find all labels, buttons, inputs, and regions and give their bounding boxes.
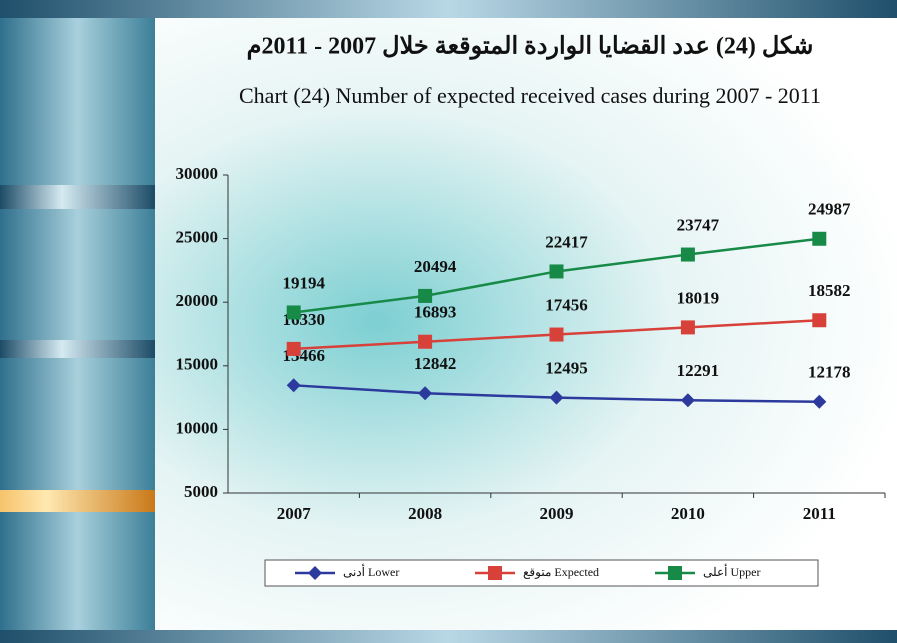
x-tick-label: 2007	[277, 504, 312, 523]
side-stripe	[0, 490, 155, 512]
point	[418, 289, 432, 303]
legend-label: متوقع Expected	[523, 565, 599, 579]
data-label: 18582	[808, 281, 851, 300]
data-label: 23747	[677, 215, 720, 234]
y-tick-label: 30000	[176, 164, 219, 183]
data-label: 12842	[414, 354, 457, 373]
data-label: 12178	[808, 363, 851, 382]
point	[681, 320, 695, 334]
chart-subtitle: Chart (24) Number of expected received c…	[239, 83, 821, 108]
chart-title: شكل (24) عدد القضايا الواردة المتوقعة خل…	[247, 34, 814, 61]
data-label: 22417	[545, 232, 588, 251]
x-tick-label: 2011	[803, 504, 836, 523]
point	[287, 342, 301, 356]
y-tick-label: 25000	[176, 228, 219, 247]
side-stripe	[0, 185, 155, 209]
y-tick-label: 10000	[176, 418, 219, 437]
side-panel	[0, 0, 155, 643]
point	[418, 335, 432, 349]
data-label: 12291	[677, 361, 720, 380]
y-tick-label: 20000	[176, 291, 219, 310]
point	[550, 264, 564, 278]
bottom-band	[0, 630, 897, 643]
point	[488, 566, 502, 580]
legend-label: أدنى Lower	[343, 564, 399, 579]
chart: شكل (24) عدد القضايا الواردة المتوقعة خل…	[0, 0, 897, 643]
data-label: 24987	[808, 200, 851, 219]
data-label: 18019	[677, 288, 720, 307]
point	[812, 232, 826, 246]
y-tick-label: 5000	[184, 482, 218, 501]
point	[812, 313, 826, 327]
data-label: 12495	[545, 359, 588, 378]
data-label: 17456	[545, 295, 588, 314]
point	[287, 305, 301, 319]
legend-label: أعلى Upper	[703, 564, 760, 579]
page: شكل (24) عدد القضايا الواردة المتوقعة خل…	[0, 0, 897, 643]
x-tick-label: 2009	[540, 504, 574, 523]
top-band	[0, 0, 897, 18]
data-label: 16893	[414, 303, 457, 322]
y-tick-label: 15000	[176, 355, 219, 374]
data-label: 20494	[414, 257, 457, 276]
point	[681, 248, 695, 262]
point	[550, 328, 564, 342]
data-label: 19194	[282, 273, 325, 292]
x-tick-label: 2008	[408, 504, 442, 523]
point	[668, 566, 682, 580]
x-tick-label: 2010	[671, 504, 705, 523]
side-stripe	[0, 340, 155, 358]
